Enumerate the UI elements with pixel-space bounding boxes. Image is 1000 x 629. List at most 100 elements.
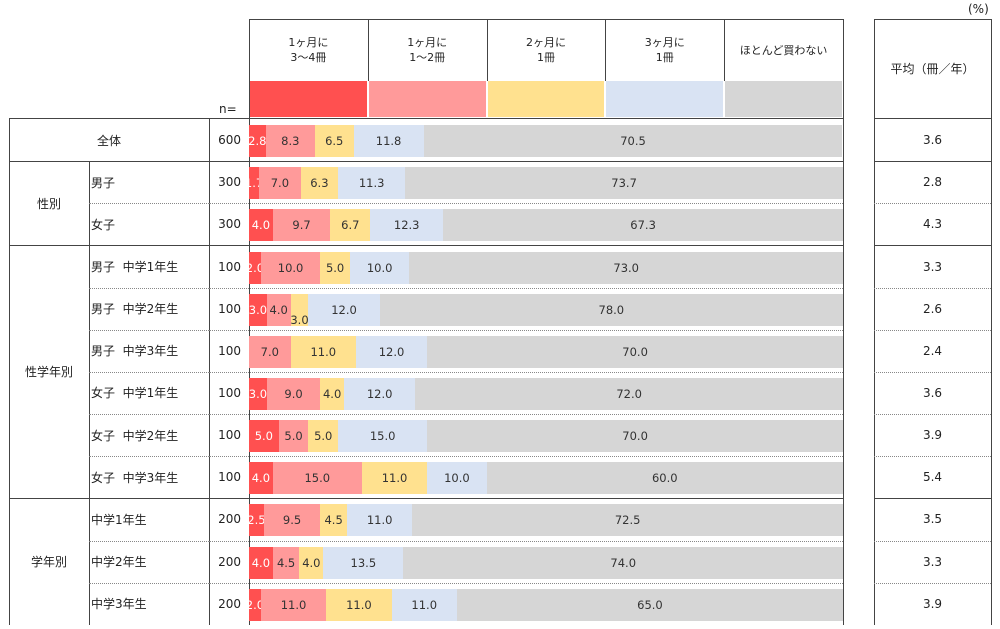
data-label: 4.0 xyxy=(302,555,321,570)
header-divider xyxy=(605,19,607,81)
data-label: 1.7 xyxy=(244,176,264,191)
row-separator xyxy=(89,203,209,205)
data-label: 67.3 xyxy=(630,218,656,233)
data-label: 10.0 xyxy=(366,260,393,275)
row-separator xyxy=(874,329,991,331)
row-n: 300 xyxy=(218,175,241,190)
data-label: 11.0 xyxy=(411,597,438,612)
avg-value: 3.3 xyxy=(922,259,943,274)
data-label: 70.0 xyxy=(622,344,648,359)
row-separator xyxy=(89,287,209,289)
bar-segment: 3.0 xyxy=(290,293,309,327)
row-separator xyxy=(874,287,991,289)
data-label: 4.0 xyxy=(251,471,271,486)
group-label: 性学年別 xyxy=(24,365,73,380)
data-label: 5.0 xyxy=(284,429,303,444)
header-divider xyxy=(843,19,844,625)
row-separator xyxy=(209,287,843,289)
legend-swatch xyxy=(606,81,724,117)
row-separator xyxy=(874,371,991,373)
data-label: 12.0 xyxy=(331,302,357,317)
bar-segment: 6.5 xyxy=(314,125,354,158)
group-border xyxy=(9,498,843,500)
group-column-border xyxy=(89,498,90,625)
row-separator xyxy=(89,582,209,584)
data-label: 73.7 xyxy=(611,176,637,191)
data-label: 12.3 xyxy=(393,218,420,233)
data-label: 2.0 xyxy=(245,260,265,275)
header-divider xyxy=(367,19,369,81)
table-left-border xyxy=(9,118,10,625)
row-n: 200 xyxy=(218,554,241,569)
row-label: 中学1年生 xyxy=(91,512,147,527)
bar-segment: 12.3 xyxy=(370,209,444,242)
bar-segment: 3.0 xyxy=(249,377,267,410)
data-label: 65.0 xyxy=(637,597,663,612)
row-label: 男子 中学3年生 xyxy=(91,344,179,359)
bar-segment: 5.0 xyxy=(278,420,309,453)
data-label: 13.5 xyxy=(350,555,377,570)
bar-segment: 2.0 xyxy=(245,251,265,284)
bar-segment: 9.5 xyxy=(263,504,321,537)
data-label: 11.0 xyxy=(280,597,307,612)
bar-segment: 9.0 xyxy=(266,377,321,410)
bar-segment: 2.0 xyxy=(246,588,264,621)
row-separator xyxy=(874,456,991,458)
row-separator xyxy=(209,456,843,458)
legend-label: 3ヶ月に 1冊 xyxy=(644,36,685,64)
bar-segment: 13.5 xyxy=(323,546,404,579)
label-column-border xyxy=(209,118,210,625)
row-separator xyxy=(209,540,843,542)
data-label: 12.0 xyxy=(378,344,405,359)
data-label: 11.3 xyxy=(358,176,385,191)
bar-segment: 72.0 xyxy=(415,377,843,410)
data-label: 4.5 xyxy=(324,513,343,528)
table-top-border xyxy=(874,118,991,119)
group-column-border xyxy=(89,245,90,499)
row-label: 女子 中学2年生 xyxy=(91,428,179,443)
bar-segment: 11.0 xyxy=(361,462,428,495)
data-label: 4.0 xyxy=(251,555,271,570)
group-border xyxy=(874,245,991,247)
row-separator xyxy=(89,540,209,542)
legend-label: ほとんど買わない xyxy=(739,43,828,57)
row-n: 100 xyxy=(218,301,241,316)
data-label: 72.5 xyxy=(614,513,641,528)
bar-segment: 10.0 xyxy=(260,251,321,284)
group-border xyxy=(9,161,843,163)
row-n: 600 xyxy=(218,133,241,148)
data-label: 2.8 xyxy=(248,134,267,149)
bar-segment: 10.0 xyxy=(349,251,410,284)
data-label: 3.0 xyxy=(248,302,268,317)
row-label: 全体 xyxy=(96,133,121,148)
data-label: 9.5 xyxy=(282,513,302,528)
bar-segment: 9.7 xyxy=(272,209,331,242)
avg-value: 3.5 xyxy=(922,512,943,527)
bar-segment: 4.5 xyxy=(320,504,347,537)
bar-segment: 3.0 xyxy=(248,293,268,326)
bar-segment: 12.0 xyxy=(344,377,416,410)
bar-segment: 5.0 xyxy=(320,251,350,284)
data-label: 11.8 xyxy=(375,134,402,149)
avg-header-border xyxy=(874,19,991,20)
data-label: 5.0 xyxy=(254,429,273,444)
bar-segment: 6.3 xyxy=(300,167,339,200)
row-label: 女子 中学1年生 xyxy=(91,386,179,401)
row-n: 300 xyxy=(218,217,241,232)
avg-value: 2.4 xyxy=(922,343,943,358)
row-n: 100 xyxy=(218,428,241,443)
data-label: 5.0 xyxy=(314,429,333,444)
group-column-border xyxy=(89,161,90,246)
bar-segment: 11.0 xyxy=(290,335,356,368)
data-label: 4.0 xyxy=(269,302,288,317)
data-label: 3.0 xyxy=(290,312,309,327)
bar-segment: 70.5 xyxy=(423,125,843,158)
bar-segment: 74.0 xyxy=(403,546,843,579)
row-separator xyxy=(209,582,843,584)
bar-segment: 8.3 xyxy=(265,125,315,158)
data-label: 10.0 xyxy=(444,471,470,486)
row-label: 男子 xyxy=(91,175,116,190)
legend-label: 2ヶ月に 1冊 xyxy=(525,36,566,64)
bar-segment: 12.0 xyxy=(355,335,428,368)
legend-swatch xyxy=(487,81,605,117)
